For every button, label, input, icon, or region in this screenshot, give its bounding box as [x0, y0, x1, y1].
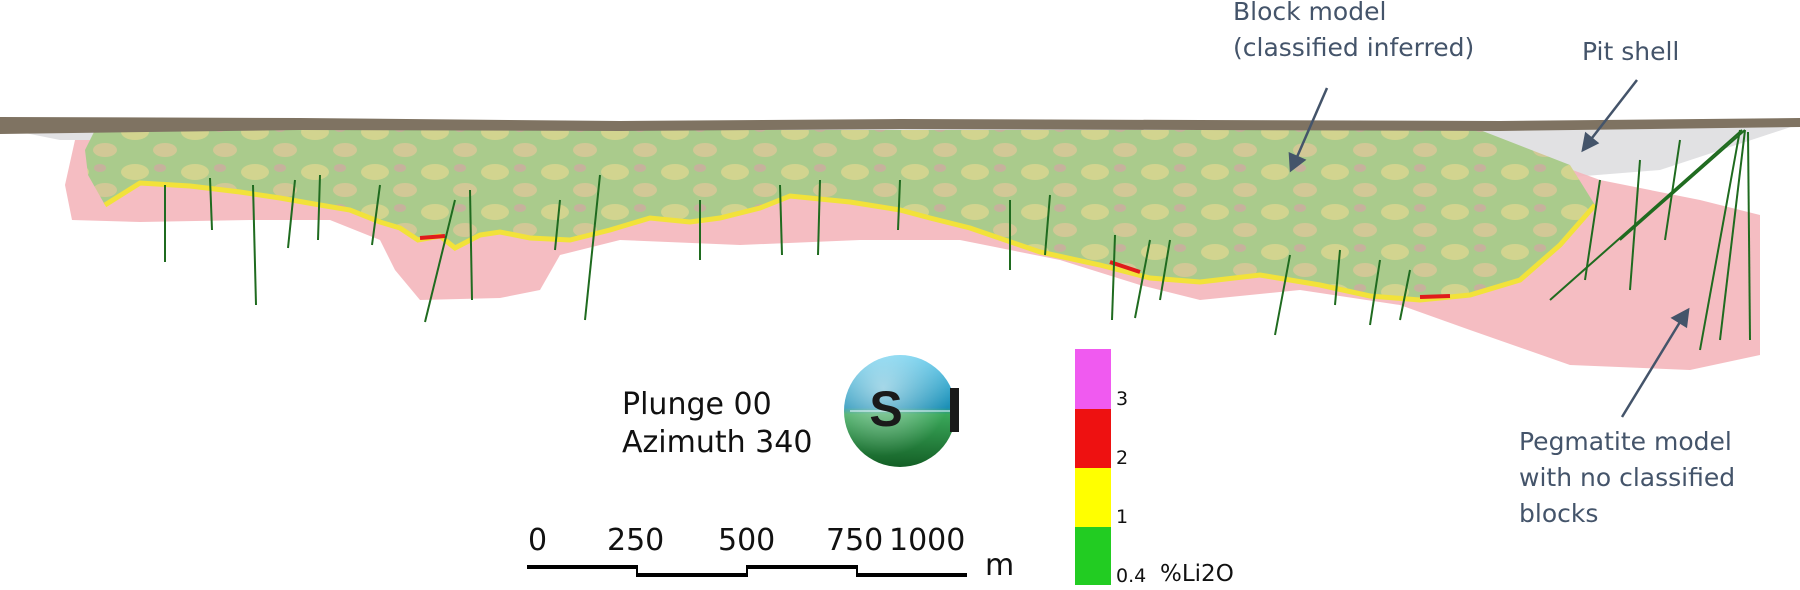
legend-label-0-4: 0.4 [1116, 565, 1147, 587]
topography-surface [0, 117, 1800, 134]
scale-tick-250: 250 [607, 523, 665, 558]
annotation-pegmatite-line1: Pegmatite model [1519, 427, 1732, 456]
drillholes [164, 129, 1751, 351]
view-orientation: Plunge 00 Azimuth 340 [622, 386, 812, 462]
annotation-pegmatite-line2: with no classified [1519, 463, 1736, 492]
annotation-pegmatite-model: Pegmatite model with no classified block… [1519, 424, 1735, 532]
grade-legend [1075, 349, 1111, 585]
legend-unit: %Li2O [1160, 561, 1234, 587]
legend-label-1: 1 [1116, 506, 1129, 528]
scale-tick-0: 0 [528, 523, 548, 558]
legend-swatch-1 [1075, 468, 1111, 527]
scale-tick-500: 500 [718, 523, 776, 558]
scale-unit: m [985, 548, 1015, 583]
orientation-globe: S [844, 355, 959, 467]
annotation-pegmatite-line3: blocks [1519, 499, 1599, 528]
legend-label-3: 3 [1116, 388, 1129, 410]
block-model-base-rim [103, 180, 1597, 303]
legend-swatch-2 [1075, 409, 1111, 468]
annotation-pit-shell: Pit shell [1582, 37, 1680, 66]
azimuth-label: Azimuth 340 [622, 425, 813, 460]
legend-swatch-0-4 [1075, 527, 1111, 585]
annotation-block-model: Block model (classified inferred) [1233, 0, 1474, 66]
annotation-block-model-line1: Block model [1233, 0, 1387, 26]
scale-bar [527, 565, 967, 577]
scale-tick-1000: 1000 [889, 523, 966, 558]
block-model-high-grade-spots [419, 234, 1451, 299]
annotation-block-model-line2: (classified inferred) [1233, 33, 1475, 62]
arrow-pit-shell [1591, 79, 1638, 139]
legend-label-2: 2 [1116, 447, 1129, 469]
compass-letter: S [869, 381, 902, 437]
annotation-arrows [1288, 79, 1690, 418]
arrow-block-model [1295, 87, 1329, 158]
plunge-label: Plunge 00 [622, 387, 772, 422]
legend-swatch-3 [1075, 349, 1111, 409]
scale-tick-750: 750 [826, 523, 884, 558]
arrow-pegmatite-model [1620, 321, 1682, 418]
block-model [85, 130, 1595, 300]
